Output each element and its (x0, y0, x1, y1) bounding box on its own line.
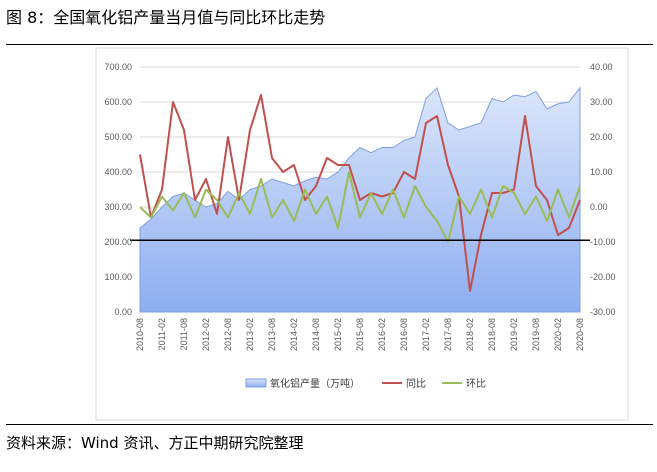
x-tick-label: 2016-02 (377, 318, 387, 351)
y-right-tick-label: -10.00 (590, 237, 616, 247)
x-tick-label: 2011-08 (179, 318, 189, 350)
x-tick-label: 2013-08 (267, 318, 277, 351)
x-tick-label: 2015-08 (355, 318, 365, 351)
x-tick-label: 2012-02 (201, 318, 211, 351)
x-tick-label: 2017-02 (421, 318, 431, 351)
y-right-tick-label: 10.00 (590, 167, 613, 177)
y-left-tick-label: 500.00 (104, 132, 132, 142)
axis-ticks: 0.00 100.00 200.00 300.00 400.00 500.00 600.00… (104, 62, 615, 351)
plot-marks (130, 86, 590, 313)
x-tick-label: 2010-08 (135, 318, 145, 351)
legend-label-mom: 环比 (466, 378, 486, 390)
x-tick-label: 2014-02 (289, 318, 299, 351)
x-tick-label: 2020-08 (575, 318, 585, 351)
x-tick-label: 2018-08 (487, 318, 497, 351)
x-tick-label: 2019-02 (509, 318, 519, 351)
y-right-tick-label: 20.00 (590, 132, 613, 142)
x-tick-label: 2017-08 (443, 318, 453, 351)
x-tick-label: 2020-02 (553, 318, 563, 351)
source-note: 资料来源：Wind 资讯、方正中期研究院整理 (6, 434, 304, 452)
y-left-tick-label: 400.00 (104, 167, 132, 177)
chart-area-border (95, 47, 629, 421)
source-divider (6, 424, 653, 425)
x-tick-label: 2015-02 (333, 318, 343, 351)
x-tick-label: 2018-02 (465, 318, 475, 351)
y-left-tick-label: 0.00 (114, 307, 132, 317)
legend: 氧化铝产量（万吨） 同比 环比 (245, 377, 486, 390)
series-line-yoy (139, 94, 581, 292)
title-divider (6, 44, 653, 45)
series-line-mom (139, 171, 581, 243)
y-right-tick-label: 0.00 (590, 202, 608, 212)
y-left-tick-label: 600.00 (104, 97, 132, 107)
y-right-tick-label: -30.00 (590, 307, 616, 317)
x-tick-label: 2014-08 (311, 318, 321, 351)
y-left-tick-label: 300.00 (104, 202, 132, 212)
y-left-tick-label: 200.00 (104, 237, 132, 247)
chart: 0.00 100.00 200.00 300.00 400.00 500.00 600.00… (95, 47, 629, 421)
y-right-tick-label: -20.00 (590, 272, 616, 282)
y-right-tick-label: 40.00 (590, 62, 613, 72)
y-right-tick-label: 30.00 (590, 97, 613, 107)
legend-label-yoy: 同比 (406, 378, 426, 390)
x-tick-label: 2012-08 (223, 318, 233, 351)
legend-swatch-area (245, 378, 267, 388)
legend-label-area: 氧化铝产量（万吨） (270, 377, 360, 390)
x-tick-label: 2013-02 (245, 318, 255, 351)
y-left-tick-label: 700.00 (104, 62, 132, 72)
x-tick-label: 2011-02 (157, 318, 167, 350)
x-tick-label: 2019-08 (531, 318, 541, 351)
y-left-tick-label: 100.00 (104, 272, 132, 282)
figure-title: 图 8：全国氧化铝产量当月值与同比环比走势 (6, 8, 326, 27)
x-tick-label: 2016-08 (399, 318, 409, 351)
